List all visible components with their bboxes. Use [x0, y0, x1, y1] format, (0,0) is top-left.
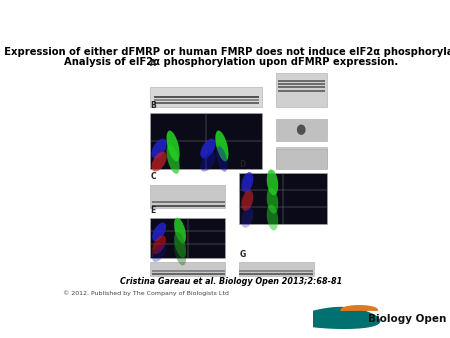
Ellipse shape [215, 130, 229, 161]
Bar [152, 270, 225, 272]
Bar [278, 90, 325, 92]
Text: Cristina Gareau et al. Biology Open 2013;2:68-81: Cristina Gareau et al. Biology Open 2013… [120, 276, 342, 286]
FancyBboxPatch shape [150, 185, 225, 209]
Bar [154, 102, 259, 104]
Ellipse shape [152, 243, 166, 262]
Text: Biology Open: Biology Open [368, 314, 446, 323]
Bar [152, 273, 225, 275]
Bar [278, 80, 325, 81]
Ellipse shape [174, 218, 186, 243]
Text: © 2012. Published by The Company of Biologists Ltd: © 2012. Published by The Company of Biol… [63, 290, 229, 296]
Bar [239, 270, 313, 272]
Ellipse shape [241, 172, 253, 193]
Ellipse shape [267, 204, 278, 231]
Text: G: G [239, 250, 246, 259]
Polygon shape [341, 306, 378, 310]
Text: B: B [150, 100, 156, 110]
FancyBboxPatch shape [276, 119, 327, 141]
Bar [154, 96, 259, 98]
Ellipse shape [174, 232, 186, 258]
Ellipse shape [216, 146, 228, 172]
Bar [152, 204, 225, 207]
Bar [278, 83, 325, 85]
FancyBboxPatch shape [276, 147, 327, 168]
Text: F: F [150, 250, 156, 259]
Text: C: C [150, 172, 156, 181]
Text: A: A [150, 59, 156, 68]
FancyBboxPatch shape [150, 218, 225, 258]
FancyBboxPatch shape [150, 262, 225, 276]
FancyBboxPatch shape [239, 262, 314, 276]
FancyBboxPatch shape [239, 173, 327, 224]
FancyBboxPatch shape [150, 88, 262, 107]
Ellipse shape [200, 139, 216, 159]
Ellipse shape [152, 222, 166, 241]
Text: Fig. 5. Expression of either dFMRP or human FMRP does not induce eIF2α phosphory: Fig. 5. Expression of either dFMRP or hu… [0, 47, 450, 57]
Bar [152, 201, 225, 203]
Ellipse shape [152, 152, 166, 171]
Ellipse shape [152, 139, 166, 159]
Ellipse shape [200, 152, 216, 171]
Ellipse shape [267, 169, 278, 195]
Ellipse shape [241, 207, 253, 228]
Bar [278, 87, 325, 88]
Ellipse shape [166, 130, 180, 161]
Ellipse shape [174, 240, 186, 266]
Ellipse shape [241, 190, 253, 211]
FancyBboxPatch shape [276, 73, 327, 107]
Ellipse shape [152, 236, 166, 254]
FancyBboxPatch shape [276, 149, 327, 169]
Ellipse shape [166, 144, 180, 174]
Text: D: D [239, 161, 246, 169]
Bar [154, 99, 259, 101]
Ellipse shape [297, 124, 306, 135]
Ellipse shape [267, 188, 278, 214]
Bar [239, 273, 313, 275]
Text: E: E [150, 206, 156, 215]
Text: Analysis of eIF2α phosphorylation upon dFMRP expression.: Analysis of eIF2α phosphorylation upon d… [63, 57, 398, 68]
Polygon shape [293, 308, 380, 328]
FancyBboxPatch shape [150, 114, 262, 169]
